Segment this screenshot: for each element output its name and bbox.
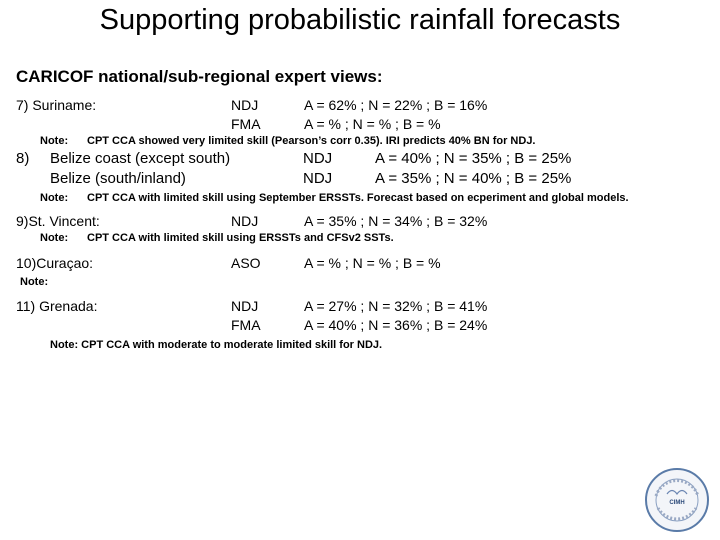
page-title: Supporting probabilistic rainfall foreca…	[99, 4, 621, 36]
cimh-logo: CIMH	[645, 468, 709, 532]
suriname-values-2: A = % ; N = % ; B = %	[304, 116, 441, 132]
curacao-note-prefix: Note:	[20, 276, 49, 288]
curacao-label: 10)Curaçao:	[16, 255, 94, 271]
belize-label-1: Belize coast (except south)	[50, 150, 231, 167]
suriname-season-2: FMA	[231, 116, 261, 132]
belize-note: CPT CCA with limited skill using Septemb…	[87, 192, 629, 204]
section-subtitle: CARICOF national/sub-regional expert vie…	[16, 67, 383, 86]
grenada-label: 11) Grenada:	[16, 298, 98, 314]
st-vincent-values-1: A = 35% ; N = 34% ; B = 32%	[304, 213, 488, 229]
curacao-values-1: A = % ; N = % ; B = %	[304, 255, 441, 271]
grenada-note: Note: CPT CCA with moderate to moderate …	[50, 339, 383, 351]
curacao-season-1: ASO	[231, 255, 261, 271]
st-vincent-note: CPT CCA with limited skill using ERSSTs …	[87, 232, 394, 244]
grenada-values-1: A = 27% ; N = 32% ; B = 41%	[304, 298, 488, 314]
grenada-season-2: FMA	[231, 317, 261, 333]
st-vincent-note-prefix: Note:	[40, 232, 69, 244]
belize-season-1: NDJ	[303, 150, 333, 167]
belize-values-1: A = 40% ; N = 35% ; B = 25%	[375, 150, 572, 167]
belize-values-2: A = 35% ; N = 40% ; B = 25%	[375, 170, 572, 187]
belize-number: 8)	[16, 150, 30, 167]
logo-text: CIMH	[669, 500, 684, 506]
belize-season-2: NDJ	[303, 170, 333, 187]
belize-note-prefix: Note:	[40, 192, 69, 204]
grenada-values-2: A = 40% ; N = 36% ; B = 24%	[304, 317, 488, 333]
st-vincent-season-1: NDJ	[231, 213, 259, 229]
suriname-values-1: A = 62% ; N = 22% ; B = 16%	[304, 97, 488, 113]
suriname-season-1: NDJ	[231, 97, 259, 113]
grenada-season-1: NDJ	[231, 298, 259, 314]
belize-label-2: Belize (south/inland)	[50, 170, 186, 187]
suriname-label: 7) Suriname:	[16, 97, 97, 113]
suriname-note-prefix: Note:	[40, 135, 69, 147]
st-vincent-label: 9)St. Vincent:	[16, 213, 100, 229]
suriname-note: CPT CCA showed very limited skill (Pears…	[87, 135, 536, 147]
